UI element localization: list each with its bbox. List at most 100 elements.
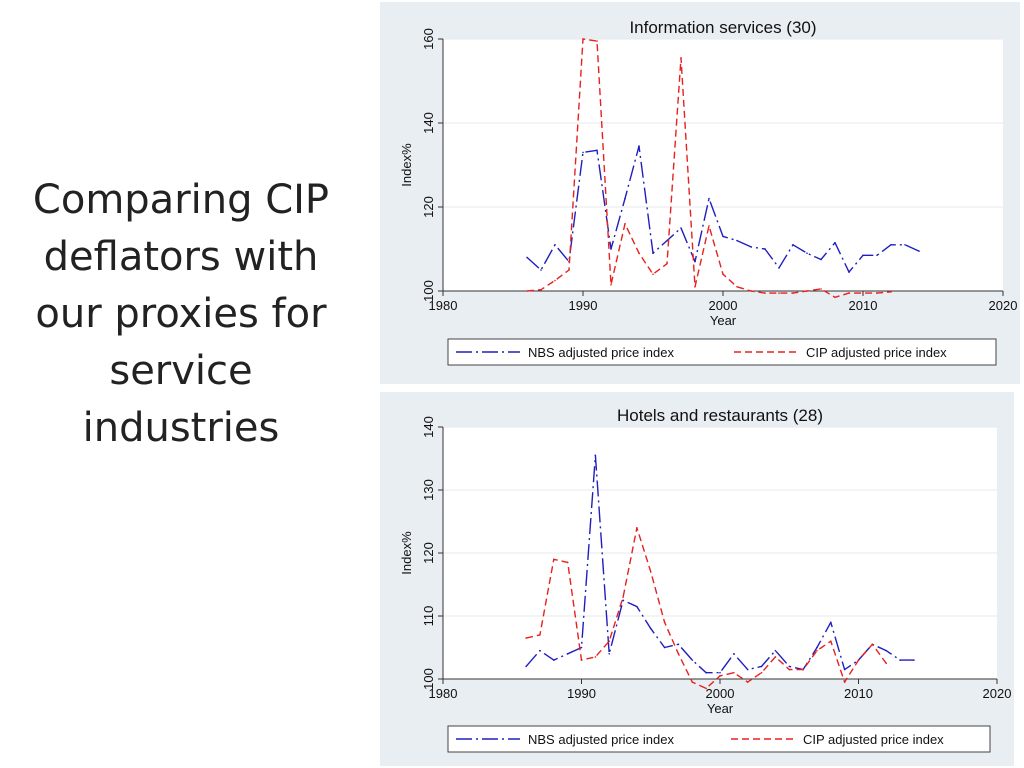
data-point <box>764 292 766 294</box>
x-tick-label: 1990 <box>569 298 598 313</box>
data-point <box>774 649 777 652</box>
data-point <box>736 239 738 242</box>
legend-label-2: CIP adjusted price index <box>806 345 947 360</box>
chart-title: Hotels and restaurants (28) <box>617 406 823 425</box>
data-point <box>885 649 887 652</box>
data-point <box>580 659 583 661</box>
data-point <box>890 244 892 246</box>
data-point <box>760 665 763 668</box>
data-point <box>918 250 920 252</box>
series-line-1 <box>525 454 914 674</box>
data-point <box>750 290 752 292</box>
data-point <box>857 659 860 661</box>
data-point <box>778 292 780 294</box>
data-point <box>750 246 752 248</box>
data-point <box>876 254 878 257</box>
data-point <box>843 681 846 683</box>
chart-panel-information-services: Information services (30) 100 120 140 160 198… <box>380 2 1020 384</box>
data-point <box>792 292 794 294</box>
data-point <box>871 643 874 646</box>
data-point <box>596 40 598 42</box>
data-point <box>806 252 808 254</box>
data-point <box>638 252 640 254</box>
title-line-5: industries <box>82 405 280 451</box>
data-point <box>885 662 887 665</box>
data-point <box>719 671 721 674</box>
data-point <box>652 273 654 276</box>
data-point <box>663 646 666 649</box>
chart-title: Information services (30) <box>629 18 816 37</box>
data-point <box>691 681 694 683</box>
y-tick-label: 120 <box>421 196 436 218</box>
x-tick-label: 2000 <box>706 686 735 701</box>
data-point <box>708 225 710 227</box>
data-point <box>677 653 680 655</box>
data-point <box>594 454 597 457</box>
data-point <box>608 653 610 655</box>
data-point <box>820 288 822 290</box>
data-point <box>691 659 694 661</box>
data-point <box>792 244 794 246</box>
data-point <box>899 659 901 661</box>
data-point <box>733 671 735 674</box>
x-tick-label: 1990 <box>567 686 596 701</box>
y-axis-label: Index% <box>399 143 414 187</box>
data-point <box>760 671 763 674</box>
x-tick-label: 1980 <box>429 686 458 701</box>
data-point <box>848 292 850 294</box>
data-point <box>594 656 597 658</box>
plot-area <box>443 39 1003 291</box>
data-point <box>566 653 569 655</box>
y-tick-label: 120 <box>421 542 436 564</box>
data-point <box>843 668 846 671</box>
chart-panel-hotels-restaurants: Hotels and restaurants (28) 100 110 120 130 1… <box>380 392 1014 766</box>
data-point <box>622 596 624 598</box>
legend-label-2: CIP adjusted price index <box>803 732 944 747</box>
data-point <box>830 640 832 642</box>
data-point <box>733 653 735 655</box>
legend-box <box>447 725 991 753</box>
data-point <box>802 668 804 671</box>
title-line-1: Comparing CIP <box>32 177 330 223</box>
y-tick-label: 110 <box>421 606 436 627</box>
title-line-3: our proxies for <box>35 291 327 337</box>
chart-information-services: Information services (30) 100 120 140 160 198… <box>399 18 1018 366</box>
data-point <box>774 656 777 658</box>
chart-hotels-restaurants: Hotels and restaurants (28) 100 110 120 130 1… <box>399 406 1011 753</box>
data-point <box>540 288 542 291</box>
data-point <box>778 267 780 269</box>
data-point <box>636 605 638 608</box>
data-point <box>540 269 542 271</box>
data-point <box>708 197 710 200</box>
data-point <box>722 273 724 276</box>
data-point <box>746 681 749 683</box>
legend-label-1: NBS adjusted price index <box>528 732 674 747</box>
data-point <box>705 671 707 674</box>
data-point <box>705 687 707 690</box>
x-tick-label: 2020 <box>989 298 1018 313</box>
data-point <box>624 223 626 225</box>
data-point <box>694 286 696 288</box>
data-point <box>539 634 541 636</box>
data-point <box>553 558 555 561</box>
x-axis-label: Year <box>707 701 734 716</box>
title-line-4: service <box>109 348 253 394</box>
data-point <box>652 252 654 254</box>
data-point <box>526 256 528 259</box>
data-point <box>862 254 864 257</box>
data-point <box>610 283 612 286</box>
data-point <box>862 292 864 294</box>
x-tick-label: 1980 <box>429 298 458 313</box>
data-point <box>554 279 556 282</box>
data-point <box>680 57 682 59</box>
y-tick-label: 140 <box>421 112 436 134</box>
legend-box <box>447 338 997 366</box>
data-point <box>722 235 724 238</box>
data-point <box>610 248 612 250</box>
data-point <box>904 244 906 246</box>
legend-label-1: NBS adjusted price index <box>528 345 674 360</box>
data-point <box>816 649 818 652</box>
y-tick-label: 160 <box>421 28 436 50</box>
data-point <box>553 659 555 661</box>
data-point <box>596 149 598 152</box>
